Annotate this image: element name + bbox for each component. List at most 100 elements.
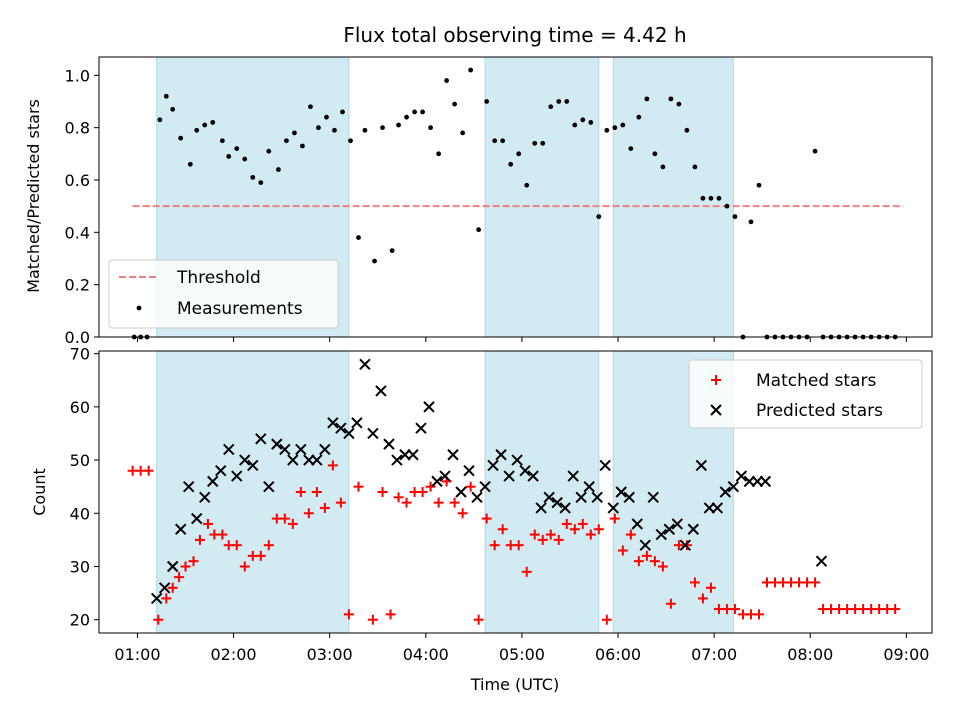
legend-box (108, 259, 339, 329)
predicted-star-marker (551, 496, 563, 509)
marker-stroke (423, 401, 435, 413)
measurement-point (178, 135, 184, 141)
predicted-star-marker (559, 502, 571, 514)
marker-stroke (319, 443, 331, 456)
matched-star-marker (489, 540, 500, 551)
marker-stroke (543, 491, 555, 504)
matched-star-marker (367, 614, 378, 625)
x-tick-label: 07:00 (691, 645, 737, 664)
measurement-point (242, 156, 248, 162)
marker-stroke (551, 496, 563, 509)
measurement-point (428, 125, 433, 131)
measurement-point (700, 195, 706, 201)
marker-stroke (583, 480, 595, 493)
measurement-point (362, 127, 368, 133)
predicted-star-marker (607, 502, 619, 514)
predicted-star-marker (359, 358, 371, 371)
marker-stroke (383, 438, 395, 450)
ratio-panel-y-ticks: 0.0 0.2 0.4 0.6 0.8 1.0 (65, 66, 99, 347)
y-tick-label: 0.4 (65, 223, 90, 242)
measurement-point (540, 140, 546, 146)
predicted-star-marker (455, 486, 467, 498)
predicted-stars-markers (150, 358, 828, 605)
matched-star-marker (657, 561, 668, 572)
matched-star-marker (561, 518, 572, 529)
matched-star-marker (417, 487, 428, 497)
measurement-point (684, 127, 690, 133)
measurement-point (612, 125, 618, 131)
matched-star-marker (890, 604, 901, 615)
predicted-star-marker (591, 491, 603, 504)
predicted-star-marker (423, 401, 435, 413)
marker-stroke (679, 539, 692, 551)
marker-stroke (463, 465, 475, 477)
ratio-panel: 0.0 0.2 0.4 0.6 0.8 1.0 Matched/Predicted sta… (24, 56, 933, 347)
marker-stroke (631, 518, 643, 530)
measurement-point (187, 161, 193, 167)
marker-stroke (495, 449, 507, 461)
matched-star-marker (697, 593, 708, 604)
measurement-point (676, 101, 682, 107)
measurement-point (460, 130, 466, 136)
measurement-point (308, 104, 313, 110)
marker-stroke (215, 465, 227, 477)
x-tick-label: 08:00 (787, 645, 833, 664)
measurement-point (324, 114, 329, 120)
matched-star-marker (449, 497, 460, 508)
matched-star-marker (609, 513, 620, 524)
predicted-star-marker (158, 582, 171, 594)
measurement-point (332, 127, 337, 133)
marker-stroke (695, 459, 708, 472)
count-panel-y-ticks: 20 30 40 50 60 70 (70, 345, 99, 630)
marker-stroke (311, 454, 323, 466)
marker-stroke (615, 486, 627, 498)
matched-star-marker (174, 572, 185, 583)
marker-stroke (199, 491, 211, 504)
measurement-point (756, 182, 762, 188)
predicted-star-marker (535, 502, 547, 514)
predicted-star-marker (327, 417, 339, 429)
shaded-interval (485, 351, 599, 633)
legend-matched-label: Matched stars (756, 371, 876, 391)
matched-star-marker (143, 465, 154, 476)
marker-stroke (247, 459, 259, 472)
measurement-point (644, 96, 650, 102)
marker-stroke (599, 459, 611, 472)
predicted-star-marker (223, 443, 235, 456)
matched-star-marker (545, 529, 556, 540)
matched-star-marker (385, 609, 396, 620)
measurement-point (652, 151, 658, 157)
x-tick-label: 01:00 (114, 645, 160, 664)
matched-star-marker (553, 534, 564, 545)
marker-stroke (343, 427, 355, 440)
x-tick-label: 09:00 (883, 645, 929, 664)
legend-predicted-swatch (710, 404, 722, 416)
y-tick-label: 20 (70, 611, 90, 630)
y-tick-label: 0.0 (65, 328, 90, 347)
marker-stroke (231, 470, 243, 482)
marker-stroke (351, 417, 363, 429)
marker-stroke (479, 480, 491, 493)
measurement-point (508, 161, 514, 167)
predicted-star-marker (311, 454, 323, 466)
shaded-interval (613, 57, 734, 337)
measurement-point (484, 99, 490, 104)
measurement-point (564, 99, 570, 104)
marker-stroke (207, 475, 219, 488)
matched-star-marker (513, 540, 524, 551)
x-tick-label: 04:00 (403, 645, 449, 664)
y-tick-label: 0.8 (65, 119, 90, 138)
measurement-point (250, 174, 256, 180)
predicted-star-marker (431, 475, 443, 488)
marker-stroke (647, 491, 659, 504)
matched-star-marker (377, 487, 388, 497)
measurement-point (628, 146, 634, 151)
predicted-star-marker (279, 443, 291, 456)
measurement-point (380, 125, 385, 131)
measurement-point (389, 248, 395, 254)
predicted-star-marker (215, 465, 227, 477)
measurement-point (636, 114, 642, 120)
predicted-star-marker (375, 385, 387, 397)
predicted-star-marker (287, 454, 299, 466)
marker-stroke (158, 582, 171, 594)
